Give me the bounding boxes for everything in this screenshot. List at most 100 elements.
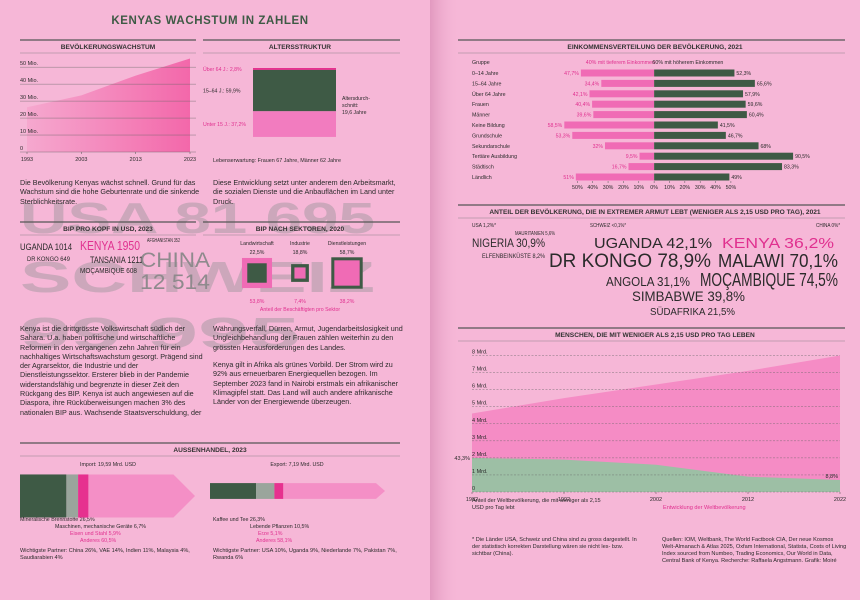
annotation: schnitt: — [342, 103, 358, 109]
value-label: 40,4% — [575, 102, 590, 108]
sources: Quellen: IOM, Weltbank, The World Factbo… — [662, 537, 847, 564]
category-label: 0–14 Jahre — [472, 71, 499, 77]
partners: Wichtigste Partner: USA 10%, Uganda 9%, … — [213, 548, 397, 561]
category-label: Ländlich — [472, 175, 492, 181]
category-label: Sekundarschule — [472, 144, 510, 150]
bar-segment — [20, 474, 67, 518]
x-tick-label: 1993 — [21, 157, 33, 163]
background-number: 99 995 — [20, 309, 300, 358]
value-label: 18,8% — [293, 250, 308, 256]
gdp-entry: AFGHANISTAN 352 — [147, 238, 180, 244]
x-tick-label: 10% — [664, 185, 675, 191]
x-tick-label: 30% — [603, 185, 614, 191]
square — [247, 263, 267, 283]
value-label: 90,5% — [795, 154, 810, 160]
segment-label: Maschinen, mechanische Geräte 6,7% — [55, 524, 146, 530]
x-tick-label: 40% — [587, 185, 598, 191]
bar — [654, 173, 730, 181]
x-tick-label: 2013 — [130, 157, 142, 163]
bar — [593, 111, 655, 119]
bar — [628, 163, 655, 171]
paragraph: Die Bevölkerung Kenyas wächst schnell. G… — [20, 178, 200, 206]
poverty-entry: DR KONGO 78,9% — [549, 251, 711, 272]
category-label: Dienstleistungen — [328, 241, 366, 247]
value-label: 83,3% — [784, 165, 799, 171]
total-label: Import: 19,59 Mrd. USD — [80, 462, 136, 468]
bar — [604, 142, 655, 150]
value-label: 58,5% — [548, 123, 563, 129]
poverty-entry: ELFENBEINKÜSTE 8,2% — [482, 253, 546, 260]
value-label: 41,5% — [720, 123, 735, 129]
x-tick-label: 2023 — [184, 157, 196, 163]
section-title: BEVÖLKERUNGSWACHSTUM — [61, 42, 156, 51]
y-tick-label: 8 Mrd. — [472, 350, 488, 356]
category-label: Über 64 Jahre — [472, 91, 506, 98]
y-tick-label: 0 — [472, 486, 475, 492]
square — [334, 260, 360, 286]
category-label: 15–64 Jahre — [472, 81, 502, 87]
value-label: 65,6% — [757, 81, 772, 87]
segment-label: Anderes 58,1% — [256, 538, 293, 544]
category-label: Männer — [472, 113, 490, 119]
area — [27, 58, 190, 152]
bar — [654, 79, 755, 87]
value-label: 34,4% — [585, 81, 600, 87]
value-label: 51% — [563, 175, 574, 181]
x-tick-label: 20% — [680, 185, 691, 191]
share-label: 8,8% — [825, 474, 838, 480]
category-label: Frauen — [472, 102, 489, 108]
y-tick-label: 40 Mio. — [20, 78, 39, 84]
poverty-entry: MAURITANIEN 5,6% — [515, 231, 555, 237]
value-label: 59,6% — [748, 102, 763, 108]
segment-label: Anderes 60,5% — [80, 538, 117, 544]
value-label: 49% — [731, 175, 742, 181]
y-tick-label: 6 Mrd. — [472, 384, 488, 390]
bar-segment — [274, 483, 284, 499]
footnote: * Die Länder USA, Schweiz und China sind… — [472, 537, 637, 557]
category-label: Industrie — [290, 241, 310, 247]
gdp-entry: TANSANIA 1211 — [90, 255, 143, 265]
segment-label: Eisen und Stahl 5,9% — [70, 531, 121, 537]
bar-segment — [283, 483, 385, 499]
share-label: 43,3% — [454, 456, 470, 462]
y-tick-label: 5 Mrd. — [472, 401, 488, 407]
bar-segment — [78, 474, 89, 518]
section-title: AUSSENHANDEL, 2023 — [173, 447, 247, 454]
poverty-entry: SCHWEIZ <0,1%* — [590, 223, 626, 229]
segment-label: Erze 5,1% — [258, 531, 283, 537]
bar — [589, 90, 655, 98]
value-label: 60,4% — [749, 113, 764, 119]
x-tick-label: 1982 — [466, 497, 478, 503]
y-tick-label: 10 Mio. — [20, 129, 39, 135]
bar — [654, 131, 726, 139]
bar — [639, 152, 655, 160]
x-tick-label: 30% — [695, 185, 706, 191]
poverty-entry: CHINA 0%* — [816, 223, 840, 229]
y-tick-label: 4 Mrd. — [472, 418, 488, 424]
value-label: 39,6% — [577, 113, 592, 119]
y-tick-label: 2 Mrd. — [472, 452, 488, 458]
annotation: 19,6 Jahre — [342, 110, 367, 116]
legend-entry: Anteil der Weltbevölkerung, die mit weni… — [472, 498, 601, 511]
bar — [654, 142, 759, 150]
bar — [592, 100, 655, 108]
section-title: BIP PRO KOPF IN USD, 2023 — [63, 226, 153, 233]
square — [294, 267, 306, 279]
poverty-entry: MALAWI 70,1% — [718, 251, 838, 271]
partners: Wichtigste Partner: China 26%, VAE 14%, … — [20, 548, 190, 561]
value-label: 52,3% — [736, 71, 751, 77]
x-tick-label: 2012 — [742, 497, 754, 503]
poverty-entry: SÜDAFRIKA 21,5% — [650, 306, 735, 318]
note: Lebenserwartung: Frauen 67 Jahre, Männer… — [213, 158, 341, 164]
background-number: SCHWEIZ — [20, 253, 375, 302]
legend-entry: Entwicklung der Weltbevölkerung — [663, 505, 746, 511]
paragraph: Kenya ist die drittgrösste Volkswirtscha… — [20, 324, 203, 417]
gdp-entry: UGANDA 1014 — [20, 242, 72, 252]
total-label: Export: 7,19 Mrd. USD — [270, 462, 323, 468]
bar — [601, 79, 655, 87]
y-tick-label: 30 Mio. — [20, 95, 39, 101]
bar — [654, 69, 735, 77]
paragraph: Kenya gilt in Afrika als grünes Vorbild.… — [213, 360, 398, 407]
